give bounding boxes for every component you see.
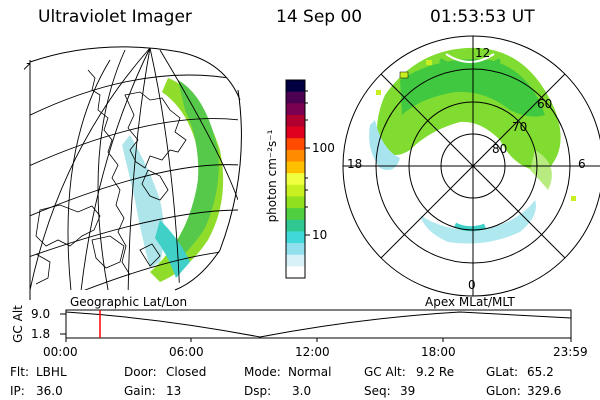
seq-label: Seq: <box>364 384 391 398</box>
colorbar-tick-100: 100 <box>312 141 335 155</box>
colorbar-swatch <box>286 243 305 256</box>
door-value: Closed <box>166 365 207 379</box>
mlt-label-12: 12 <box>475 46 491 60</box>
gc-alt-value: 9.2 Re <box>416 365 455 379</box>
colorbar-swatch <box>286 196 305 209</box>
colorbar-swatch <box>286 208 305 221</box>
colorbar-swatch <box>286 126 305 139</box>
polar-plot <box>342 35 600 297</box>
colorbar-swatch <box>286 138 305 151</box>
colorbar-tick-10: 10 <box>312 228 328 242</box>
colorbar-swatch <box>286 161 305 174</box>
geo-coords-label: Geographic Lat/Lon <box>70 295 188 309</box>
geographic-map <box>30 47 238 301</box>
colorbar-swatch <box>286 184 305 198</box>
north-marker: ↗ <box>22 59 32 73</box>
door-label: Door: <box>124 365 157 379</box>
colorbar-unit-label: photon cm⁻²s⁻¹ <box>265 129 279 223</box>
glon-label: GLon: <box>486 384 521 398</box>
ip-label: IP: <box>10 384 25 398</box>
glat-label: GLat: <box>486 365 519 379</box>
instrument-title: Ultraviolet Imager <box>38 7 192 27</box>
tick-2359: 23:59 <box>553 345 588 359</box>
apex-coords-label: Apex MLat/MLT <box>425 295 515 309</box>
mlat-label-80: 80 <box>492 142 508 156</box>
colorbar-swatch <box>286 80 305 93</box>
time-label: 01:53:53 UT <box>430 7 535 27</box>
colorbar-swatch <box>286 254 305 267</box>
gc-alt-axis-title: GC Alt <box>11 305 25 343</box>
mode-label: Mode: <box>244 365 281 379</box>
glon-value: 329.6 <box>527 384 562 398</box>
timeline-plot <box>60 309 572 342</box>
gain-label: Gain: <box>124 384 156 398</box>
colorbar-swatch <box>286 91 305 104</box>
colorbar-swatch <box>286 266 305 279</box>
mlat-label-70: 70 <box>512 120 528 134</box>
colorbar-swatch <box>286 219 305 233</box>
colorbar-swatch <box>286 114 305 128</box>
mlt-label-6: 6 <box>578 157 586 171</box>
mlat-label-60: 60 <box>537 97 553 111</box>
colorbar <box>285 79 306 279</box>
colorbar-swatch <box>286 149 305 163</box>
colorbar-swatch <box>286 173 305 186</box>
flt-value: LBHL <box>36 365 67 379</box>
colorbar-swatch <box>286 103 305 116</box>
alt-ymax-label: 9.0 <box>31 307 51 321</box>
tick-0600: 06:00 <box>169 345 204 359</box>
colorbar-frame <box>285 79 306 279</box>
mlt-label-0: 0 <box>468 278 476 292</box>
altitude-curve <box>65 311 572 338</box>
ip-value: 36.0 <box>36 384 63 398</box>
mlt-label-18: 18 <box>347 157 363 171</box>
dsp-value: 3.0 <box>292 384 312 398</box>
tick-1200: 12:00 <box>295 345 330 359</box>
tick-0000: 00:00 <box>43 345 78 359</box>
gc-alt-label: GC Alt: <box>364 365 406 379</box>
colorbar-swatch <box>286 231 305 244</box>
flt-label: Flt: <box>10 365 29 379</box>
date-label: 14 Sep 00 <box>276 7 363 27</box>
mode-value: Normal <box>288 365 332 379</box>
alt-ymin-label: 1.8 <box>31 327 51 341</box>
glat-value: 65.2 <box>527 365 554 379</box>
dsp-label: Dsp: <box>244 384 272 398</box>
gain-value: 13 <box>166 384 182 398</box>
tick-1800: 18:00 <box>421 345 456 359</box>
seq-value: 39 <box>400 384 416 398</box>
